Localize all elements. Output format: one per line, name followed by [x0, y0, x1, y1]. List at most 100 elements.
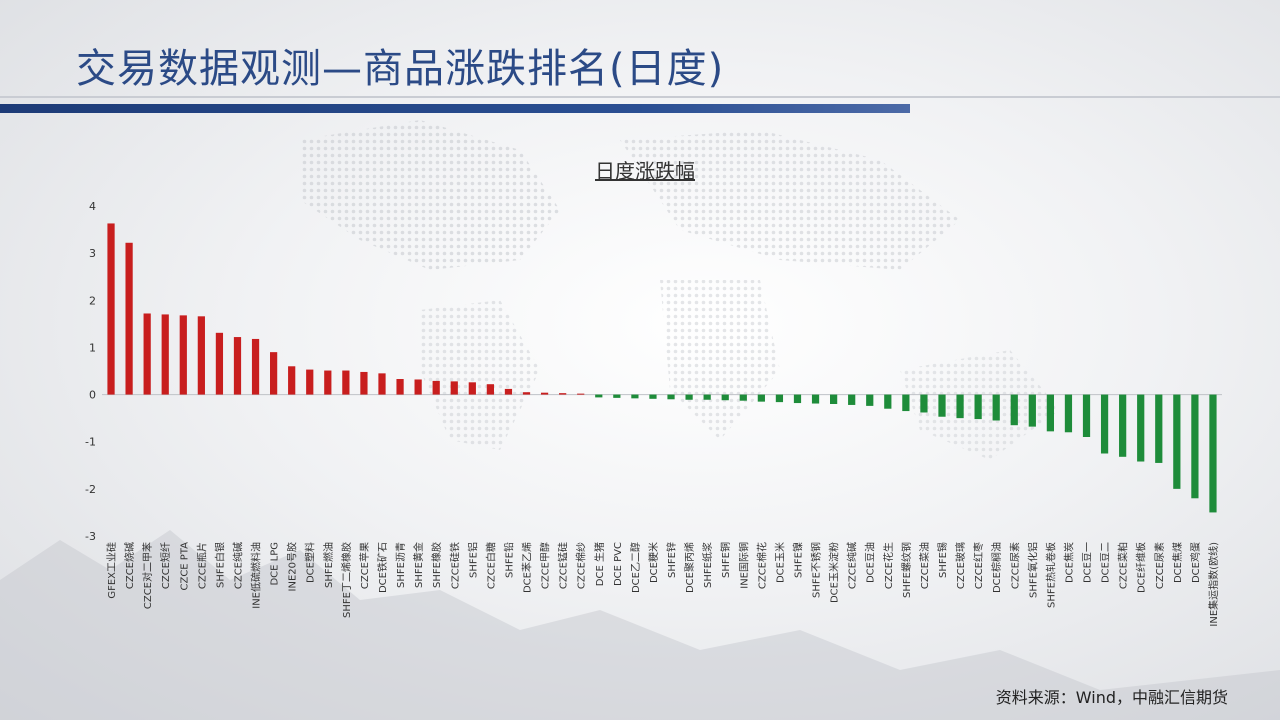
x-tick-label: SHFE沥青 — [394, 542, 407, 588]
x-tick-label: CZCE红枣 — [972, 542, 985, 589]
x-tick-label: DCE苯乙烯 — [521, 542, 534, 593]
bar — [1028, 394, 1036, 427]
bar — [631, 394, 639, 399]
bar — [360, 371, 368, 395]
bar — [233, 337, 242, 395]
bar — [143, 313, 151, 395]
x-tick-label: SHFE铅 — [502, 542, 515, 578]
bar — [685, 394, 693, 400]
bar — [215, 332, 224, 395]
bar — [432, 380, 440, 395]
bar — [288, 366, 296, 395]
bar — [1010, 394, 1018, 426]
source-note: 资料来源：Wind，中融汇信期货 — [995, 688, 1228, 707]
header-divider — [0, 96, 1280, 98]
x-tick-label: CZCE纯碱 — [846, 542, 859, 589]
x-tick-label: SHFE锌 — [665, 542, 678, 578]
bar — [468, 382, 476, 395]
x-tick-label: INE20号胶 — [286, 542, 299, 591]
x-tick-label: DCE乙二醇 — [629, 542, 642, 593]
bar — [378, 373, 386, 395]
bar — [540, 392, 549, 395]
bar — [757, 394, 765, 402]
x-tick-label: CZCE瓶片 — [195, 542, 208, 589]
bar — [342, 370, 350, 395]
x-tick-label: SHFE铜 — [720, 542, 732, 578]
bar — [902, 394, 910, 412]
page-title: 交易数据观测—商品涨跌排名(日度) — [76, 46, 725, 92]
y-tick-label: 0 — [89, 389, 96, 402]
x-tick-label: DCE玉米 — [773, 542, 786, 583]
x-tick-label: CZCE棉纱 — [575, 542, 588, 589]
bar — [306, 369, 314, 395]
bar — [992, 394, 1000, 421]
x-tick-label: SHFE丁二烯橡胶 — [340, 542, 353, 618]
x-tick-label: CZCE尿素 — [1153, 542, 1166, 589]
bar — [721, 394, 729, 401]
x-tick-label: SHFE镍 — [791, 542, 804, 578]
bar — [324, 370, 332, 395]
x-tick-label: CZCE锰硅 — [557, 542, 570, 589]
bar — [414, 379, 422, 395]
x-tick-label: CZCE棉花 — [755, 542, 768, 589]
x-tick-label: DCE纤维板 — [1135, 542, 1148, 593]
bar — [1155, 394, 1163, 463]
x-axis-labels: GFEX工业硅 CZCE烧碱 CZCE对二甲苯 CZCE短纤 CZCE PTA CZCE瓶… — [105, 542, 1220, 627]
x-tick-label: CZCE白糖 — [484, 542, 497, 589]
x-tick-label: SHFE白银 — [213, 542, 226, 588]
x-tick-label: SHFE氧化铝 — [1026, 542, 1039, 598]
x-tick-label: SHFE铝 — [467, 542, 479, 578]
y-tick-label: -2 — [85, 483, 96, 496]
bar — [396, 379, 404, 395]
x-tick-label: DCE铁矿石 — [376, 542, 389, 593]
x-tick-label: CZCE花生 — [882, 542, 895, 589]
y-tick-label: 2 — [89, 294, 96, 307]
bar — [1100, 394, 1109, 454]
y-tick-label: 4 — [89, 200, 96, 213]
bar — [884, 394, 892, 409]
bar — [1209, 394, 1217, 513]
x-tick-label: SHFE热轧卷板 — [1044, 542, 1057, 608]
bar — [974, 394, 982, 420]
bar — [270, 352, 278, 395]
bar — [811, 394, 820, 404]
bar — [1137, 394, 1145, 462]
x-tick-label: SHFE螺纹钢 — [900, 542, 913, 598]
bar — [920, 394, 928, 413]
x-tick-label: SHFE燃油 — [322, 542, 335, 588]
bar — [559, 393, 567, 395]
x-tick-label: DCE聚丙烯 — [683, 542, 696, 593]
x-tick-label: DCE焦炭 — [1062, 542, 1075, 583]
x-tick-label: SHFE锡 — [936, 542, 949, 578]
bar — [486, 384, 494, 395]
x-tick-label: INE低硫燃料油 — [250, 542, 263, 609]
x-tick-label: DCE 生猪 — [593, 542, 606, 586]
bar — [1191, 394, 1199, 499]
x-tick-label: CZCE硅铁 — [448, 542, 461, 589]
bar — [1064, 394, 1073, 433]
bar — [703, 394, 711, 400]
bar — [1046, 394, 1054, 432]
x-tick-label: DCE棕榈油 — [990, 542, 1003, 593]
x-tick-label: DCE LPG — [270, 542, 281, 586]
world-map-background — [0, 120, 1280, 720]
x-tick-label: CZCE纯碱 — [231, 542, 244, 589]
title-underline-bar — [0, 104, 910, 113]
bar — [1119, 394, 1127, 457]
x-tick-label: DCE豆油 — [864, 542, 877, 583]
bar — [125, 242, 133, 395]
bar — [938, 394, 946, 417]
x-tick-label: CZCE尿素 — [1008, 542, 1021, 589]
bar — [504, 388, 513, 395]
x-tick-label: DCE PVC — [613, 542, 624, 586]
x-tick-label: DCE粳米 — [647, 542, 660, 583]
bar — [1173, 394, 1181, 489]
x-tick-label: CZCE对二甲苯 — [141, 542, 154, 609]
x-tick-label: INE国际铜 — [738, 542, 750, 589]
x-tick-label: CZCE菜粕 — [1117, 542, 1130, 589]
bar — [866, 394, 874, 406]
x-tick-label: DCE焦煤 — [1171, 542, 1184, 583]
bar — [956, 394, 964, 419]
x-tick-label: CZCE玻璃 — [954, 542, 967, 589]
